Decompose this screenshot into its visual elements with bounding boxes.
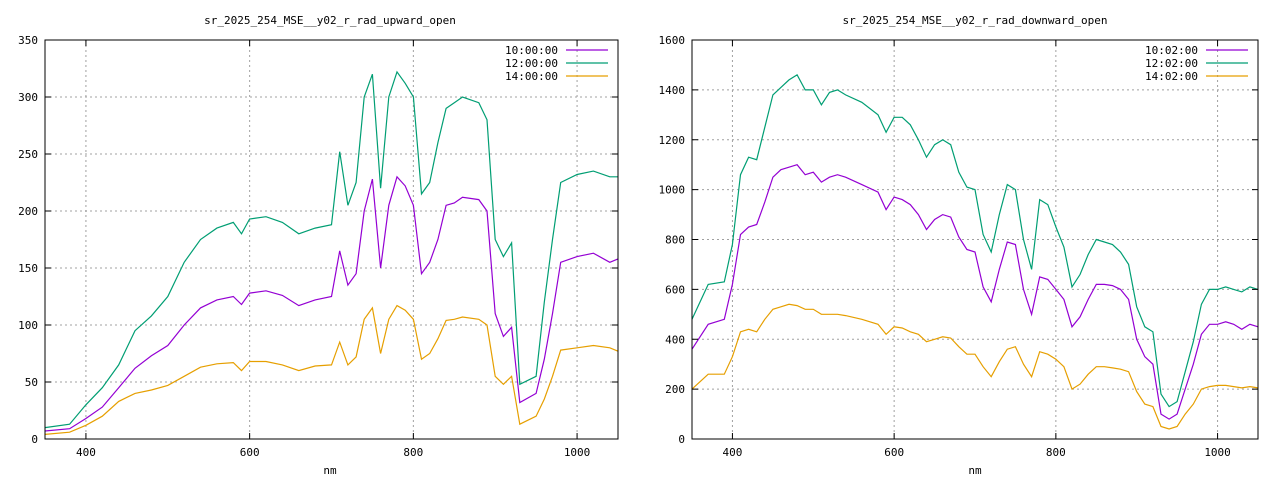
- legend-label: 12:00:00: [505, 57, 558, 70]
- series-line-12:02:00: [691, 74, 1259, 408]
- x-tick-label: 400: [722, 446, 742, 459]
- y-tick-label: 600: [665, 283, 685, 296]
- y-tick-label: 50: [25, 376, 38, 389]
- x-tick-label: 1000: [1204, 446, 1231, 459]
- x-tick-label: 800: [1046, 446, 1066, 459]
- legend-label: 14:00:00: [505, 70, 558, 83]
- x-axis-label: nm: [968, 464, 982, 477]
- x-tick-label: 1000: [564, 446, 591, 459]
- y-tick-label: 1600: [659, 34, 686, 47]
- y-tick-label: 150: [18, 262, 38, 275]
- y-tick-label: 1000: [659, 184, 686, 197]
- chart-title: sr_2025_254_MSE__y02_r_rad_downward_open: [843, 14, 1108, 27]
- y-tick-label: 0: [31, 433, 38, 446]
- downward-radiance-chart: sr_2025_254_MSE__y02_r_rad_downward_open…: [659, 14, 1259, 477]
- legend-label: 10:02:00: [1145, 44, 1198, 57]
- series-line-12:00:00: [44, 70, 618, 429]
- legend-label: 12:02:00: [1145, 57, 1198, 70]
- y-tick-label: 350: [18, 34, 38, 47]
- x-axis-label: nm: [323, 464, 337, 477]
- y-tick-label: 100: [18, 319, 38, 332]
- y-tick-label: 250: [18, 148, 38, 161]
- y-tick-label: 1200: [659, 134, 686, 147]
- x-tick-label: 600: [884, 446, 904, 459]
- series-line-10:02:00: [691, 164, 1259, 420]
- legend-label: 10:00:00: [505, 44, 558, 57]
- y-tick-label: 300: [18, 91, 38, 104]
- y-tick-label: 0: [678, 433, 685, 446]
- series-line-10:00:00: [44, 175, 619, 432]
- legend-label: 14:02:00: [1145, 70, 1198, 83]
- y-tick-label: 800: [665, 234, 685, 247]
- upward-radiance-chart: sr_2025_254_MSE__y02_r_rad_upward_open n…: [18, 14, 619, 477]
- y-tick-label: 400: [665, 333, 685, 346]
- series-line-14:00:00: [44, 304, 619, 435]
- y-tick-label: 200: [18, 205, 38, 218]
- x-tick-label: 600: [240, 446, 260, 459]
- y-tick-label: 200: [665, 383, 685, 396]
- series-line-14:02:00: [691, 303, 1259, 430]
- chart-title: sr_2025_254_MSE__y02_r_rad_upward_open: [204, 14, 456, 27]
- plot-frame: [44, 39, 619, 440]
- x-tick-label: 800: [403, 446, 423, 459]
- y-tick-label: 1400: [659, 84, 686, 97]
- x-tick-label: 400: [76, 446, 96, 459]
